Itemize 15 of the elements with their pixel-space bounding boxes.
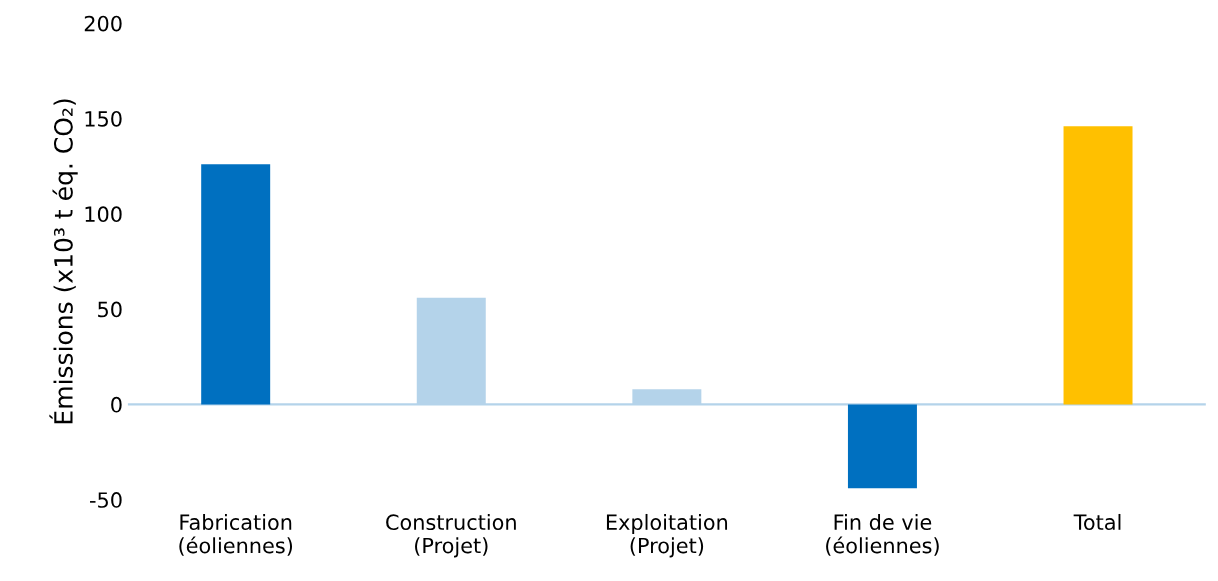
bar (201, 164, 271, 405)
x-tick-label: Total (1073, 513, 1121, 531)
y-tick-label: 0 (111, 396, 122, 413)
x-tick-label: Construction (Projet) (386, 513, 516, 558)
bar (1063, 126, 1133, 405)
y-axis-title: Émissions (x10³ t éq. CO₂) (49, 99, 78, 424)
bar (847, 404, 917, 489)
x-tick-label: Fabrication (éoliennes) (179, 513, 293, 556)
y-tick-label: 100 (85, 206, 122, 223)
y-tick-label: 200 (84, 15, 122, 32)
y-tick-label: 150 (85, 110, 122, 127)
y-tick-label: -50 (90, 492, 122, 508)
x-tick-label: Exploitation (Projet) (606, 513, 728, 558)
y-tick-label: 50 (98, 301, 122, 318)
x-tick-label: Fin de vie (éoliennes) (826, 513, 939, 556)
